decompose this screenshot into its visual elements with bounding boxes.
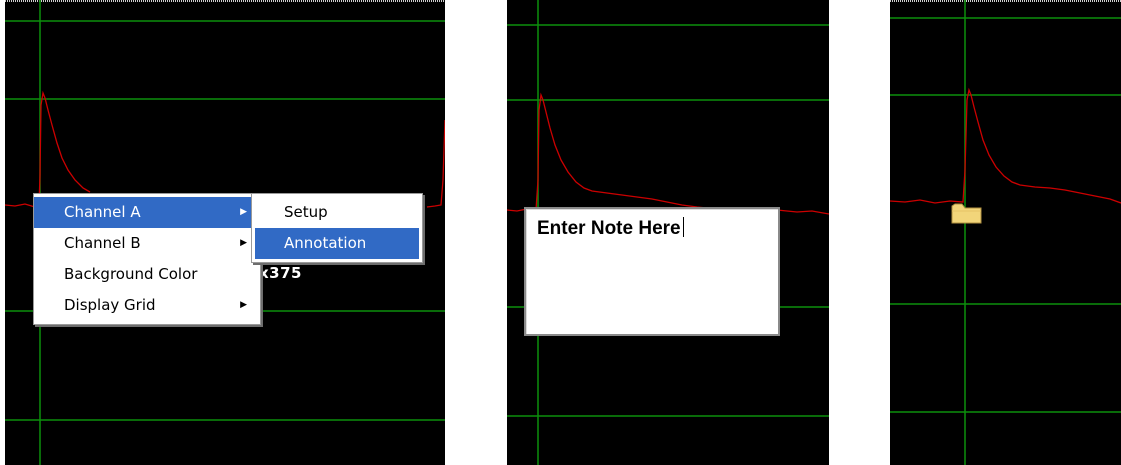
submenu-arrow-icon: ▶ (240, 300, 247, 310)
channel-submenu: Setup Annotation (251, 193, 423, 263)
annotation-note-box[interactable]: Enter Note Here (524, 207, 780, 336)
folder-icon[interactable] (951, 201, 983, 225)
menu-item-label: Setup (284, 203, 328, 221)
submenu-arrow-icon: ▶ (240, 207, 247, 217)
scope-display-3 (890, 0, 1121, 465)
menu-item-label: Annotation (284, 234, 367, 252)
text-caret (682, 217, 684, 237)
menu-item-label: Channel A (64, 203, 141, 221)
dotted-border (5, 0, 445, 2)
grid-lines (890, 0, 1121, 465)
signal-trace (5, 90, 91, 208)
signal-trace (890, 87, 1121, 204)
scope-panel-3 (890, 0, 1121, 465)
context-menu: Channel A ▶ Channel B ▶ Background Color… (33, 193, 261, 325)
note-text: Enter Note Here (537, 217, 684, 240)
readout-value: x375 (259, 264, 302, 282)
menu-item-label: Display Grid (64, 296, 156, 314)
dotted-border (890, 0, 1121, 2)
menu-item-channel-b[interactable]: Channel B ▶ (34, 228, 260, 259)
menu-item-display-grid[interactable]: Display Grid ▶ (34, 290, 260, 321)
submenu-item-annotation[interactable]: Annotation (255, 228, 419, 259)
menu-item-channel-a[interactable]: Channel A ▶ (34, 197, 260, 228)
menu-item-label: Channel B (64, 234, 141, 252)
menu-item-background-color[interactable]: Background Color (34, 259, 260, 290)
menu-item-label: Background Color (64, 265, 198, 283)
signal-trace (507, 92, 829, 215)
submenu-item-setup[interactable]: Setup (252, 197, 422, 228)
signal-trace-right (426, 119, 445, 208)
submenu-arrow-icon: ▶ (240, 238, 247, 248)
